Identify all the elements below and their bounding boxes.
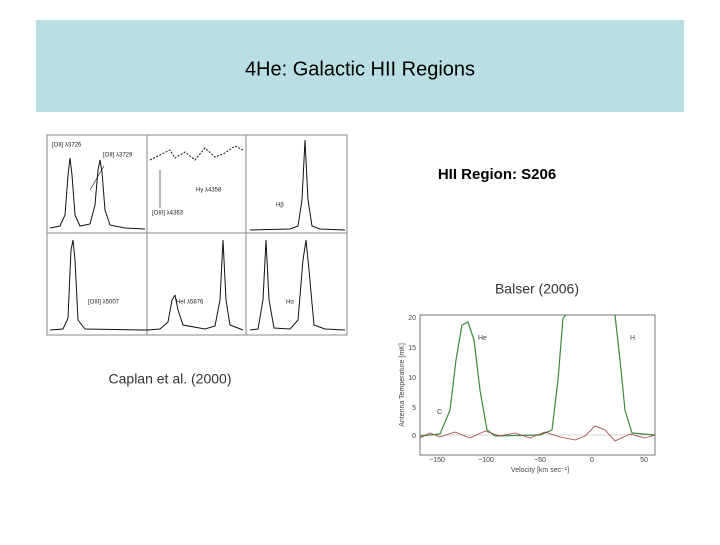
- rrl-figure: [419, 314, 656, 456]
- y-tick-label: 0: [412, 433, 416, 440]
- spectra-figure: [46, 134, 348, 336]
- y-tick-label: 5: [412, 405, 416, 412]
- x-tick-label: 0: [590, 457, 594, 464]
- header-band: [36, 20, 684, 112]
- spectrum-label: Hβ: [276, 203, 284, 209]
- x-tick-label: −50: [534, 457, 546, 464]
- figure-caption: Balser (2006): [495, 281, 579, 297]
- spectrum-label: Hα: [286, 300, 294, 306]
- spectrum-label: [OIII] λ4363: [152, 211, 184, 217]
- x-tick-label: −100: [478, 457, 494, 464]
- spectrum-label: [OII] λ3726: [52, 143, 82, 149]
- figure-heading: HII Region: S206: [438, 166, 556, 183]
- x-axis-label: Velocity [km sec⁻¹]: [511, 467, 569, 474]
- spectrum-label: [OII] λ3729: [103, 153, 133, 159]
- x-tick-label: −150: [429, 457, 445, 464]
- spectrum-label: HeI λ5876: [176, 300, 204, 306]
- y-tick-label: 15: [408, 345, 416, 352]
- x-tick-label: 50: [640, 457, 648, 464]
- y-tick-label: 20: [408, 315, 416, 322]
- spectrum-label: Hγ λ4358: [196, 188, 222, 194]
- line-label: C: [437, 409, 442, 416]
- slide-title: 4He: Galactic HII Regions: [245, 58, 475, 80]
- spectrum-label: [OIII] λ5007: [88, 300, 120, 306]
- y-axis-label: Antenna Temperature [mK]: [399, 343, 406, 427]
- line-label: H: [630, 335, 635, 342]
- y-tick-label: 10: [408, 375, 416, 382]
- figure-caption: Caplan et al. (2000): [109, 371, 232, 387]
- line-label: He: [478, 335, 487, 342]
